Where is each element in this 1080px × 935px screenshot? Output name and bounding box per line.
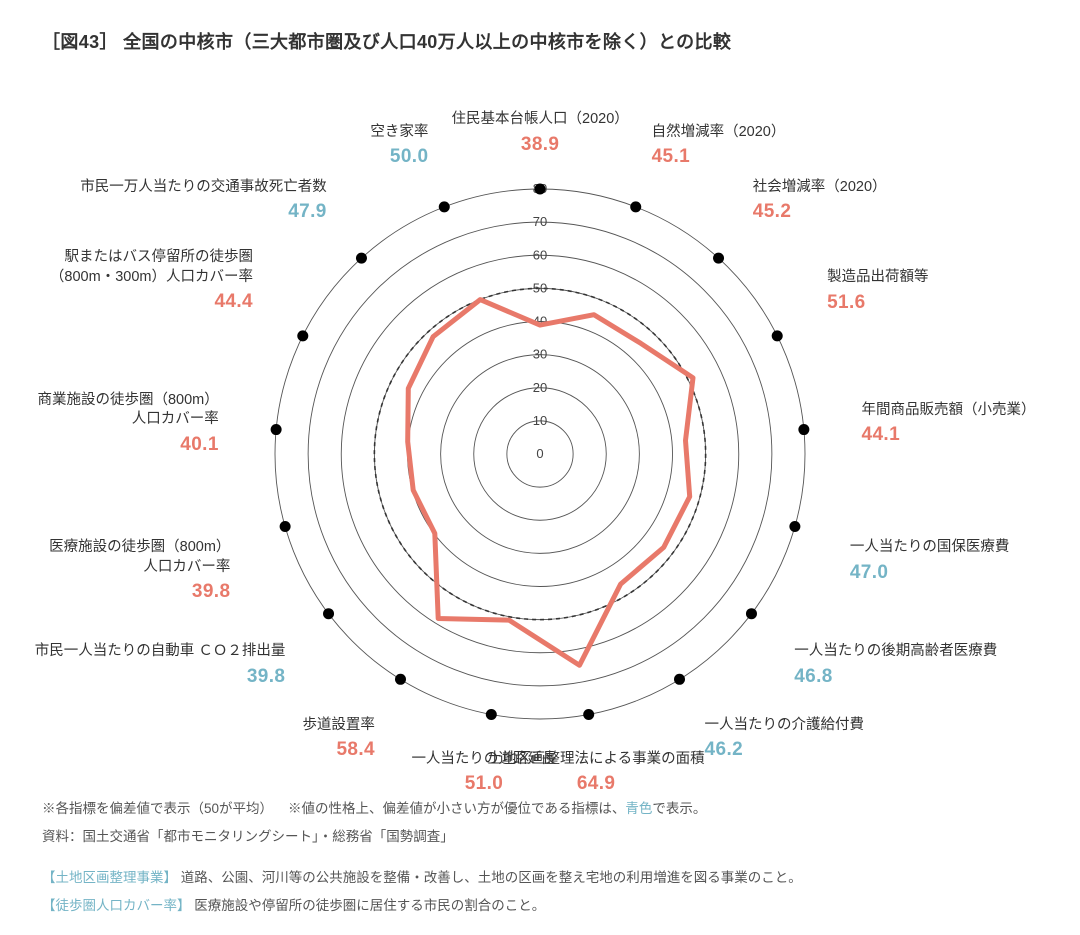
axis-label-text: 社会増減率（2020） xyxy=(753,178,887,198)
axis-label-text: 駅またはバス停留所の徒歩圏 xyxy=(50,248,253,268)
axis-label-text: 一人当たりの後期高齢者医療費 xyxy=(794,642,997,662)
axis-label-text: 自然増減率（2020） xyxy=(652,123,786,143)
axis-label-text: 年間商品販売額（小売業） xyxy=(862,401,1036,421)
axis-value: 47.0 xyxy=(850,560,1010,586)
note-1a: ※各指標を偏差値で表示（50が平均） xyxy=(42,801,273,816)
axis-label-16: 空き家率50.0 xyxy=(370,123,428,170)
note-2: 資料：国土交通省「都市モニタリングシート」・総務省「国勢調査」 xyxy=(42,824,1038,850)
axis-label-3: 製造品出荷額等51.6 xyxy=(827,268,929,315)
axis-label-9: 一人当たりの道路延長51.0 xyxy=(411,750,556,797)
axis-label-0: 住民基本台帳人口（2020）38.9 xyxy=(452,110,629,157)
axis-label-12: 医療施設の徒歩圏（800m）人口カバー率39.8 xyxy=(49,538,230,605)
axis-label-11: 市民一人当たりの自動車 ＣＯ２排出量39.8 xyxy=(35,642,286,689)
term-2-text: 医療施設や停留所の徒歩圏に居住する市民の割合のこと。 xyxy=(191,898,546,913)
axis-value: 51.0 xyxy=(411,771,556,797)
axis-label-15: 市民一万人当たりの交通事故死亡者数47.9 xyxy=(80,178,327,225)
axis-label-13: 商業施設の徒歩圏（800m）人口カバー率40.1 xyxy=(37,391,218,458)
axis-label-text: 市民一万人当たりの交通事故死亡者数 xyxy=(80,178,327,198)
axis-label-5: 一人当たりの国保医療費47.0 xyxy=(850,538,1010,585)
axis-value: 50.0 xyxy=(370,144,428,170)
axis-label-2: 社会増減率（2020）45.2 xyxy=(753,178,887,225)
radar-chart: 01020304050607080住民基本台帳人口（2020）38.9自然増減率… xyxy=(42,54,1038,794)
axis-value: 46.8 xyxy=(794,664,997,690)
axis-label-text: 人口カバー率 xyxy=(37,410,218,430)
axis-value: 39.8 xyxy=(35,664,286,690)
axis-label-text: 医療施設の徒歩圏（800m） xyxy=(49,538,230,558)
term-2-label: 【徒歩圏人口カバー率】 xyxy=(42,898,191,913)
axis-label-10: 歩道設置率58.4 xyxy=(302,716,375,763)
axis-label-text: 一人当たりの介護給付費 xyxy=(705,716,865,736)
term-1-text: 道路、公園、河川等の公共施設を整備・改善し、土地の区画を整え宅地の利用増進を図る… xyxy=(177,870,802,885)
note-1d: で表示。 xyxy=(652,801,706,816)
footnotes: ※各指標を偏差値で表示（50が平均） ※値の性格上、偏差値が小さい方が優位である… xyxy=(42,796,1038,919)
note-1-blue: 青色 xyxy=(625,801,652,816)
axis-label-7: 一人当たりの介護給付費46.2 xyxy=(705,716,865,763)
axis-value: 44.1 xyxy=(862,422,1036,448)
axis-label-4: 年間商品販売額（小売業）44.1 xyxy=(862,401,1036,448)
axis-value: 58.4 xyxy=(302,737,375,763)
axis-label-1: 自然増減率（2020）45.1 xyxy=(652,123,786,170)
axis-label-6: 一人当たりの後期高齢者医療費46.8 xyxy=(794,642,997,689)
axis-value: 45.2 xyxy=(753,199,887,225)
radar-tick-70: 70 xyxy=(533,214,547,229)
axis-label-text: 人口カバー率 xyxy=(49,558,230,578)
axis-label-text: 歩道設置率 xyxy=(302,716,375,736)
radar-tick-60: 60 xyxy=(533,247,547,262)
axis-label-text: 一人当たりの道路延長 xyxy=(411,750,556,770)
axis-value: 40.1 xyxy=(37,432,218,458)
axis-value: 46.2 xyxy=(705,737,865,763)
axis-label-text: 一人当たりの国保医療費 xyxy=(850,538,1010,558)
note-1b: ※値の性格上、偏差値が小さい方が優位である指標は、 xyxy=(288,801,625,816)
axis-label-text: 製造品出荷額等 xyxy=(827,268,929,288)
axis-label-text: 空き家率 xyxy=(370,123,428,143)
axis-value: 45.1 xyxy=(652,144,786,170)
radar-tick-30: 30 xyxy=(533,347,547,362)
axis-value: 38.9 xyxy=(452,132,629,158)
axis-label-text: 商業施設の徒歩圏（800m） xyxy=(37,391,218,411)
axis-label-14: 駅またはバス停留所の徒歩圏（800m・300m）人口カバー率44.4 xyxy=(50,248,253,315)
page-title: ［図43］ 全国の中核市（三大都市圏及び人口40万人以上の中核市を除く）との比較 xyxy=(42,28,1038,54)
axis-value: 51.6 xyxy=(827,290,929,316)
axis-label-text: （800m・300m）人口カバー率 xyxy=(50,268,253,288)
axis-label-text: 住民基本台帳人口（2020） xyxy=(452,110,629,130)
term-1-label: 【土地区画整理事業】 xyxy=(42,870,177,885)
radar-tick-50: 50 xyxy=(533,280,547,295)
axis-label-text: 市民一人当たりの自動車 ＣＯ２排出量 xyxy=(35,642,286,662)
axis-value: 47.9 xyxy=(80,199,327,225)
radar-tick-0: 0 xyxy=(536,446,543,461)
axis-value: 44.4 xyxy=(50,289,253,315)
radar-tick-20: 20 xyxy=(533,380,547,395)
radar-tick-10: 10 xyxy=(533,413,547,428)
axis-value: 39.8 xyxy=(49,579,230,605)
